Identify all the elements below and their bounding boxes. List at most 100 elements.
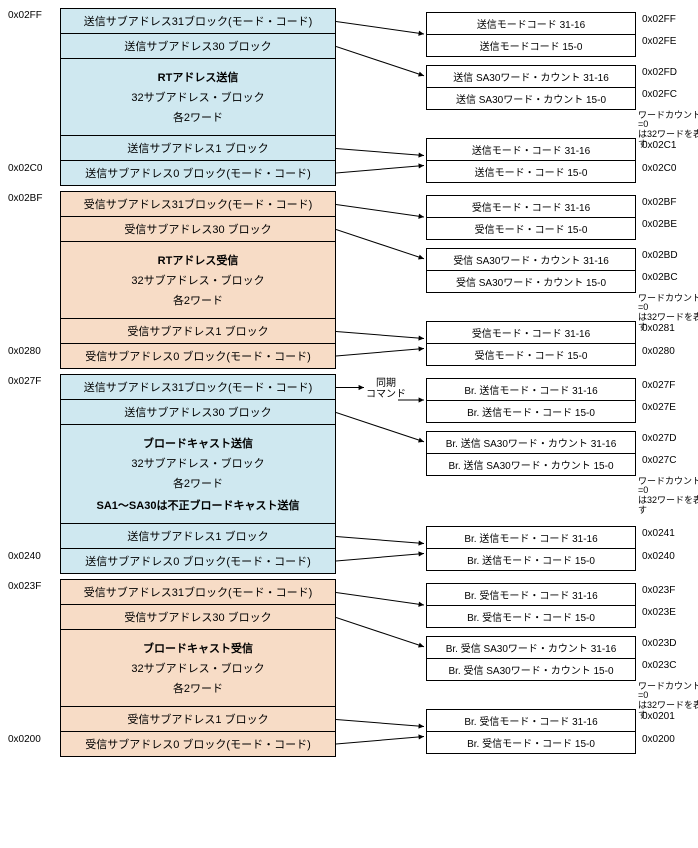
detail-row: Br. 受信モード・コード 31-16: [427, 584, 635, 606]
addr-label-right: 0x027C: [642, 455, 698, 466]
addr-label-right: 0x023D: [642, 638, 698, 649]
addr-label-top: 0x023F: [8, 581, 56, 592]
arrow-connectors: [336, 191, 426, 389]
detail-box: 送信モード・コード 31-16送信モード・コード 15-0: [426, 138, 636, 183]
addr-label-right: 0x02C0: [642, 163, 698, 174]
detail-row: Br. 受信モード・コード 15-0: [427, 732, 635, 753]
addr-label-right: 0x02BD: [642, 250, 698, 261]
detail-row: 送信モードコード 15-0: [427, 35, 635, 56]
block-row: 受信サブアドレス31ブロック(モード・コード): [61, 192, 335, 217]
addr-label-right: 0x02BC: [642, 272, 698, 283]
detail-row: 送信 SA30ワード・カウント 15-0: [427, 88, 635, 109]
detail-box: 送信モードコード 31-16送信モードコード 15-0: [426, 12, 636, 57]
block-row: 送信サブアドレス30 ブロック: [61, 34, 335, 59]
arrow-connectors: [336, 579, 426, 777]
detail-box: Br. 送信 SA30ワード・カウント 31-16Br. 送信 SA30ワード・…: [426, 431, 636, 476]
addr-label-top: 0x027F: [8, 376, 56, 387]
addr-label-right: 0x027F: [642, 380, 698, 391]
addr-label-right: 0x02FD: [642, 67, 698, 78]
block-center-text: ブロードキャスト送信: [61, 425, 335, 453]
detail-row: 送信モードコード 31-16: [427, 13, 635, 35]
detail-box: Br. 送信モード・コード 31-16Br. 送信モード・コード 15-0: [426, 526, 636, 571]
detail-row: 受信モード・コード 31-16: [427, 196, 635, 218]
block-center-text: RTアドレス受信: [61, 242, 335, 270]
detail-box: 受信 SA30ワード・カウント 31-16受信 SA30ワード・カウント 15-…: [426, 248, 636, 293]
block-row: 受信サブアドレス31ブロック(モード・コード): [61, 580, 335, 605]
arrow-connectors: [336, 374, 426, 594]
addr-label-right: 0x0200: [642, 734, 698, 745]
main-block: 送信サブアドレス31ブロック(モード・コード)送信サブアドレス30 ブロックRT…: [60, 8, 336, 186]
addr-label-right: 0x0280: [642, 346, 698, 357]
addr-label-bottom: 0x0240: [8, 551, 56, 562]
addr-label-right: 0x0201: [642, 711, 698, 722]
memory-block-group: 0x027F 送信サブアドレス31ブロック(モード・コード)送信サブアドレス30 …: [8, 374, 690, 575]
detail-row: Br. 受信モード・コード 15-0: [427, 606, 635, 627]
addr-label-right: 0x0240: [642, 551, 698, 562]
block-center-text: 各2ワード: [61, 107, 335, 136]
addr-label-right: 0x02FC: [642, 89, 698, 100]
main-block: 送信サブアドレス31ブロック(モード・コード)送信サブアドレス30 ブロックブロ…: [60, 374, 336, 574]
block-row: 送信サブアドレス0 ブロック(モード・コード): [61, 549, 335, 573]
block-row: 送信サブアドレス30 ブロック: [61, 400, 335, 425]
detail-row: Br. 送信モード・コード 15-0: [427, 401, 635, 422]
block-center-text: 32サブアドレス・ブロック: [61, 658, 335, 678]
addr-label-right: 0x0281: [642, 323, 698, 334]
detail-box: 送信 SA30ワード・カウント 31-16送信 SA30ワード・カウント 15-…: [426, 65, 636, 110]
addr-label-right: 0x023F: [642, 585, 698, 596]
detail-row: Br. 受信 SA30ワード・カウント 31-16: [427, 637, 635, 659]
block-center-text: 32サブアドレス・ブロック: [61, 270, 335, 290]
detail-row: Br. 送信モード・コード 31-16: [427, 527, 635, 549]
addr-label-bottom: 0x0200: [8, 734, 56, 745]
detail-row: Br. 送信モード・コード 15-0: [427, 549, 635, 570]
detail-row: 受信 SA30ワード・カウント 31-16: [427, 249, 635, 271]
block-row: 受信サブアドレス1 ブロック: [61, 319, 335, 344]
block-row: 受信サブアドレス1 ブロック: [61, 707, 335, 732]
addr-label-right: 0x02C1: [642, 140, 698, 151]
addr-label-right: 0x0241: [642, 528, 698, 539]
detail-row: 送信 SA30ワード・カウント 31-16: [427, 66, 635, 88]
block-row: 送信サブアドレス1 ブロック: [61, 136, 335, 161]
detail-row: 受信モード・コード 31-16: [427, 322, 635, 344]
detail-row: 受信モード・コード 15-0: [427, 218, 635, 239]
addr-label-right: 0x02FE: [642, 36, 698, 47]
detail-row: Br. 送信 SA30ワード・カウント 31-16: [427, 432, 635, 454]
addr-label-bottom: 0x0280: [8, 346, 56, 357]
detail-row: 受信モード・コード 15-0: [427, 344, 635, 365]
detail-row: 送信モード・コード 15-0: [427, 161, 635, 182]
addr-label-top: 0x02BF: [8, 193, 56, 204]
sync-command-note: 同期コマンド: [366, 378, 406, 400]
addr-label-right: 0x027E: [642, 402, 698, 413]
detail-row: Br. 送信モード・コード 31-16: [427, 379, 635, 401]
main-block: 受信サブアドレス31ブロック(モード・コード)受信サブアドレス30 ブロックRT…: [60, 191, 336, 369]
detail-row: 送信モード・コード 31-16: [427, 139, 635, 161]
memory-block-group: 0x02FF 送信サブアドレス31ブロック(モード・コード)送信サブアドレス30 …: [8, 8, 690, 187]
block-center-text: 各2ワード: [61, 678, 335, 707]
block-row: 受信サブアドレス0 ブロック(モード・コード): [61, 344, 335, 368]
detail-row: Br. 送信 SA30ワード・カウント 15-0: [427, 454, 635, 475]
block-center-text: RTアドレス送信: [61, 59, 335, 87]
block-row: 送信サブアドレス31ブロック(モード・コード): [61, 9, 335, 34]
block-row: 受信サブアドレス30 ブロック: [61, 217, 335, 242]
detail-box: Br. 送信モード・コード 31-16Br. 送信モード・コード 15-0: [426, 378, 636, 423]
block-row: 送信サブアドレス0 ブロック(モード・コード): [61, 161, 335, 185]
addr-label-right: 0x02FF: [642, 14, 698, 25]
addr-label-right: 0x027D: [642, 433, 698, 444]
addr-label-right: 0x023E: [642, 607, 698, 618]
block-row: 受信サブアドレス30 ブロック: [61, 605, 335, 630]
block-center-text: 各2ワード: [61, 290, 335, 319]
detail-row: 受信 SA30ワード・カウント 15-0: [427, 271, 635, 292]
arrow-connectors: [336, 8, 426, 206]
detail-box: 受信モード・コード 31-16受信モード・コード 15-0: [426, 195, 636, 240]
block-center-text: 32サブアドレス・ブロック: [61, 453, 335, 473]
main-block: 受信サブアドレス31ブロック(モード・コード)受信サブアドレス30 ブロックブロ…: [60, 579, 336, 757]
detail-row: Br. 受信 SA30ワード・カウント 15-0: [427, 659, 635, 680]
addr-label-top: 0x02FF: [8, 10, 56, 21]
block-center-text: 各2ワード: [61, 473, 335, 493]
block-row: 送信サブアドレス1 ブロック: [61, 524, 335, 549]
addr-label-right: 0x02BE: [642, 219, 698, 230]
detail-box: Br. 受信 SA30ワード・カウント 31-16Br. 受信 SA30ワード・…: [426, 636, 636, 681]
block-center-text: SA1～SA30は不正ブロードキャスト送信: [61, 493, 335, 524]
wordcount-note: ワードカウント=0は32ワードを表す: [638, 477, 698, 517]
addr-label-right: 0x02BF: [642, 197, 698, 208]
detail-box: Br. 受信モード・コード 31-16Br. 受信モード・コード 15-0: [426, 709, 636, 754]
